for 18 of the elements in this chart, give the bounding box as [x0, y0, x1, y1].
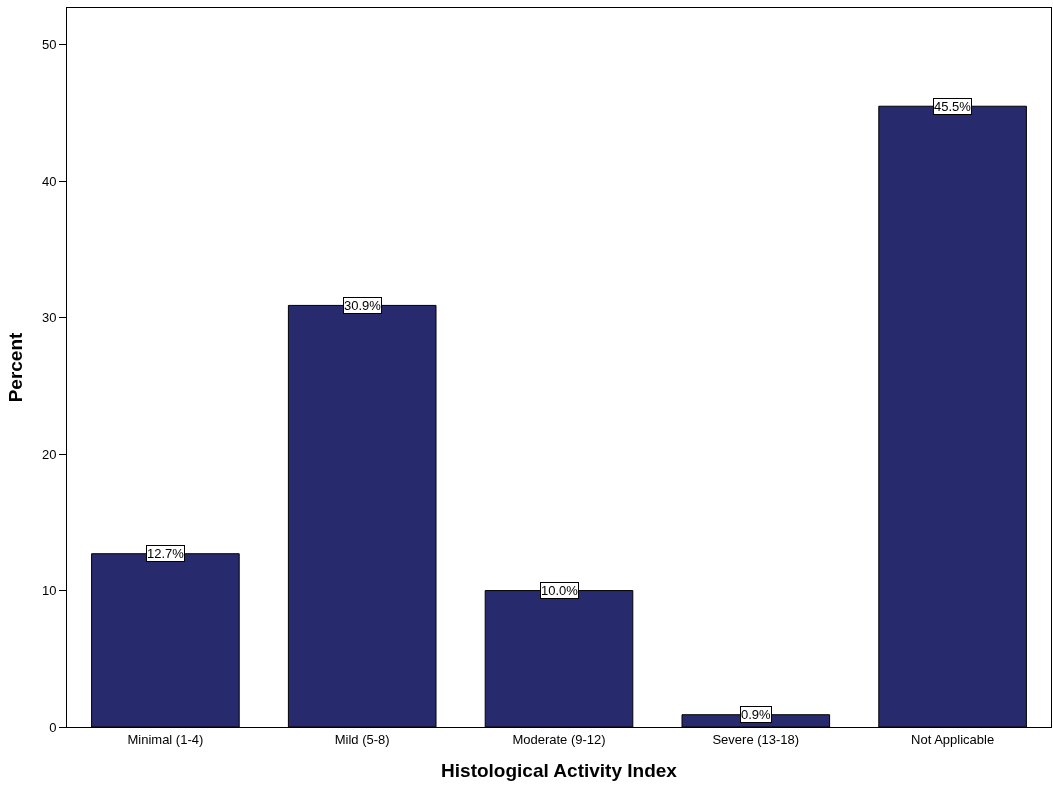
x-tick-label: Moderate (9-12)	[512, 731, 606, 747]
y-tick-label: 50	[41, 37, 57, 53]
x-tick-label: Not Applicable	[911, 731, 995, 747]
x-tick-label: Minimal (1-4)	[127, 731, 204, 747]
y-tick-label: 0	[49, 719, 57, 735]
y-tick-label: 30	[41, 310, 57, 326]
y-tick-label: 40	[41, 173, 57, 189]
data-label: 45.5%	[934, 99, 972, 114]
x-axis-title: Histological Activity Index	[441, 760, 678, 782]
x-tick-label: Severe (13-18)	[712, 731, 800, 747]
x-tick-label: Mild (5-8)	[334, 731, 390, 747]
y-tick-label: 10	[41, 583, 57, 599]
data-label: 10.0%	[541, 583, 579, 598]
y-axis-title: Percent	[4, 331, 26, 403]
data-label: 12.7%	[147, 546, 185, 561]
data-label: 30.9%	[344, 298, 382, 313]
data-label: 0.9%	[741, 707, 772, 722]
y-tick-label: 20	[41, 446, 57, 462]
